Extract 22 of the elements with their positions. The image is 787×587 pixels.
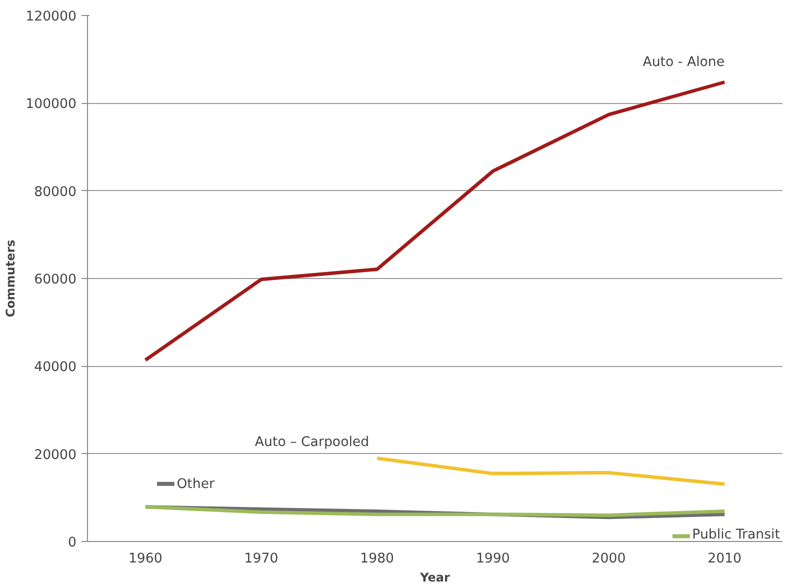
y-tick-label: 40000 [34,360,77,376]
x-tick-label: 2010 [708,552,742,566]
x-tick-label: 1990 [476,552,510,566]
x-tick-label: 1980 [360,552,394,566]
legend-label: Public Transit [692,527,780,542]
series-label: Auto - Alone [642,55,725,70]
y-tick-label: 60000 [34,272,77,288]
x-tick-label: 1970 [244,552,278,566]
x-axis-title: Year [419,570,450,584]
x-tick-label: 1960 [128,552,162,566]
series-label: Auto – Carpooled [254,435,370,450]
y-tick-label: 100000 [26,97,77,112]
y-axis-title: Commuters [4,240,18,318]
y-tick-label: 20000 [34,448,77,463]
line-series [375,456,726,486]
legend-label: Other [176,476,216,492]
y-tick-label: 80000 [34,184,77,200]
y-tick-label: 0 [68,536,77,550]
line-series [144,80,726,362]
x-tick-label: 2000 [592,552,626,566]
y-tick-label: 120000 [26,10,77,24]
line-series [144,505,726,517]
